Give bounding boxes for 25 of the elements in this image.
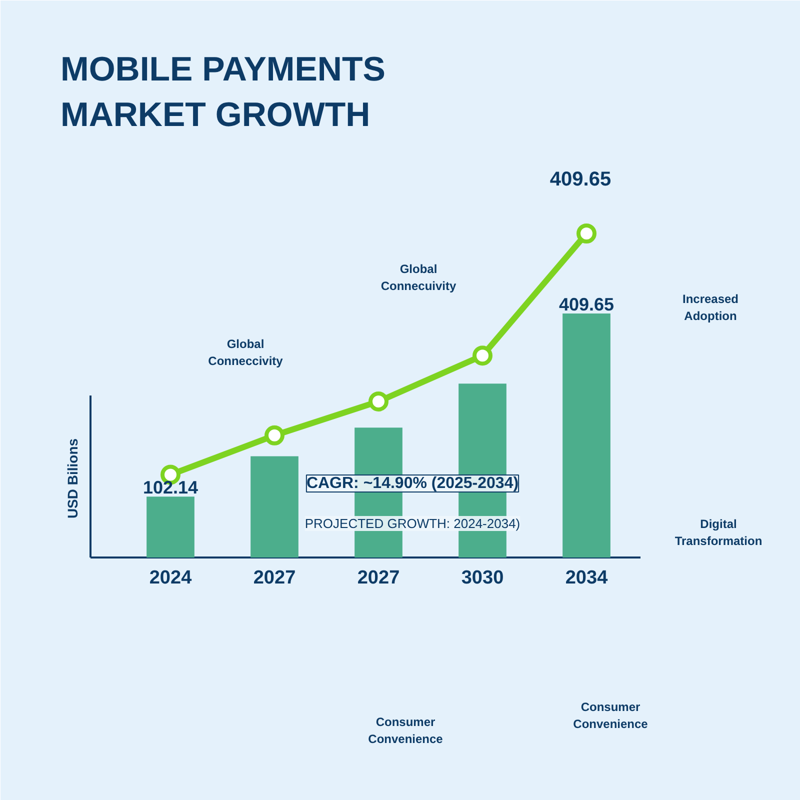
x-tick-label: 2027 [253, 568, 296, 588]
text: 409.65 [550, 168, 612, 190]
point [368, 391, 388, 412]
text: Digital Transformation [674, 517, 762, 548]
bar [562, 314, 610, 558]
x-tick-label: 2027 [357, 568, 400, 588]
annotation: CAGR: ~14.90% (2025-2034) [306, 475, 519, 492]
bar [250, 456, 298, 558]
x-tick-label: 3030 [461, 568, 504, 588]
point [576, 224, 596, 244]
annotation: Global Connecuivity [380, 262, 456, 293]
x-tick-label: 2024 [149, 568, 192, 588]
text: Consumer Convenience [573, 700, 648, 731]
annotation: Global Conneccivity [208, 337, 284, 368]
annotation: PROJECTED GROWTH: 2024-2034) [304, 516, 520, 531]
y-axis-title: USD Bilions [64, 438, 80, 519]
x-tick-label: 2034 [565, 568, 608, 588]
data-label: 409.65 [558, 294, 614, 315]
bar [146, 496, 194, 558]
text: Increased Adoption [682, 292, 739, 323]
text: Consumer Convenience [368, 715, 444, 746]
data-label: 102.14 [142, 478, 198, 498]
point [472, 346, 492, 366]
chart-title: MOBILE PAYMENTS MARKET GROWTH [60, 50, 386, 134]
point [264, 425, 284, 446]
